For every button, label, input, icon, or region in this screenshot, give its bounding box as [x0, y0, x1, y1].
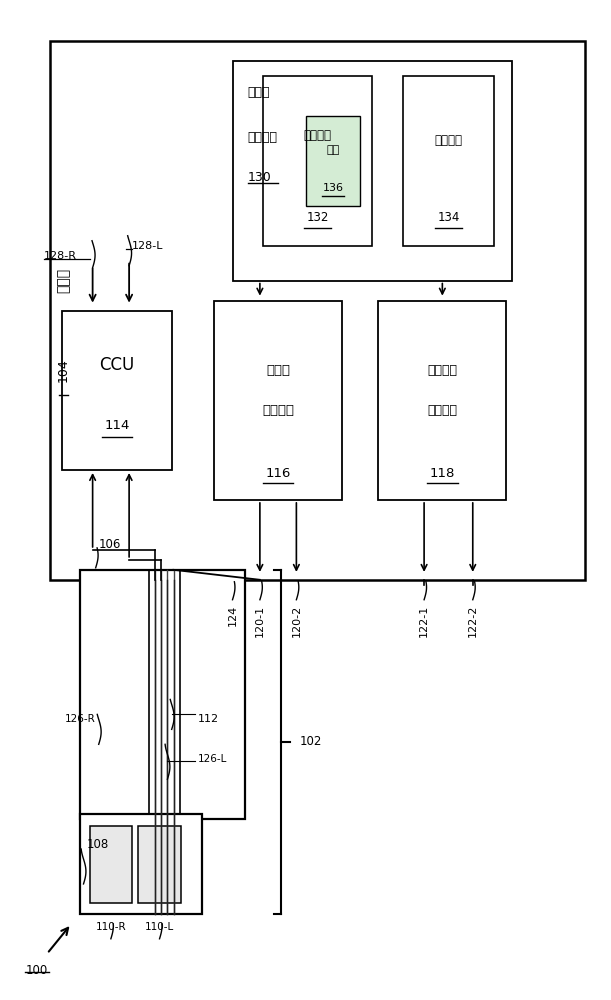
Text: 照明系统: 照明系统 [262, 404, 294, 417]
Text: 控制器: 控制器 [56, 268, 70, 293]
Text: 照明系统: 照明系统 [427, 404, 458, 417]
Bar [263, 76, 372, 246]
Bar [138, 826, 181, 903]
Text: 124: 124 [227, 605, 238, 626]
Text: 104: 104 [57, 358, 70, 382]
Bar [90, 826, 132, 903]
Text: 128-L: 128-L [132, 241, 164, 251]
Text: 指令: 指令 [326, 145, 340, 155]
Text: 可见光: 可见光 [266, 364, 290, 377]
Bar [149, 570, 180, 819]
Text: 120-2: 120-2 [291, 605, 301, 637]
Text: 134: 134 [437, 211, 459, 224]
Text: 128-R: 128-R [44, 251, 77, 261]
Text: 处理设施: 处理设施 [434, 134, 463, 147]
Bar [306, 116, 360, 206]
Text: 122-1: 122-1 [419, 605, 429, 637]
Text: 116: 116 [265, 467, 291, 480]
Text: 136: 136 [323, 183, 343, 193]
Bar [403, 76, 494, 246]
Text: 110-R: 110-R [95, 922, 126, 932]
Text: 108: 108 [87, 838, 109, 851]
Text: 120-1: 120-1 [255, 605, 265, 637]
Bar [233, 61, 512, 281]
Text: 控制单元: 控制单元 [247, 131, 278, 144]
Text: 130: 130 [247, 171, 271, 184]
Text: 106: 106 [99, 538, 121, 551]
Text: 100: 100 [26, 964, 48, 977]
Text: 照明源: 照明源 [247, 86, 270, 99]
Text: 102: 102 [299, 735, 322, 748]
Bar [214, 301, 342, 500]
Text: 荧光激发: 荧光激发 [427, 364, 458, 377]
Text: 存储设施: 存储设施 [304, 129, 332, 142]
Bar [50, 41, 585, 580]
Text: 132: 132 [307, 211, 329, 224]
Text: 118: 118 [430, 467, 455, 480]
Text: 114: 114 [104, 419, 130, 432]
Bar [62, 311, 172, 470]
Bar [378, 301, 506, 500]
Text: 112: 112 [198, 714, 219, 724]
Bar [81, 570, 244, 819]
Text: 122-2: 122-2 [468, 605, 478, 637]
Text: CCU: CCU [100, 356, 134, 374]
Bar [81, 814, 202, 914]
Text: 126-R: 126-R [65, 714, 96, 724]
Text: 126-L: 126-L [198, 754, 227, 764]
Text: 110-L: 110-L [145, 922, 174, 932]
